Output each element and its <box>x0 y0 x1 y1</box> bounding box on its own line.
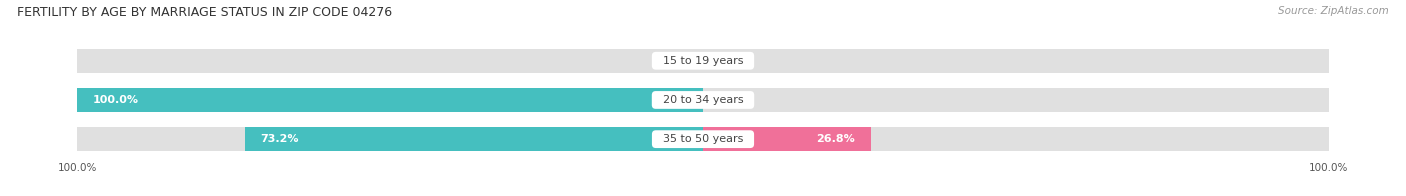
Bar <box>77 127 703 151</box>
Text: 0.0%: 0.0% <box>716 95 744 105</box>
Text: 35 to 50 years: 35 to 50 years <box>655 134 751 144</box>
Text: 15 to 19 years: 15 to 19 years <box>655 56 751 66</box>
Bar <box>703 88 1329 112</box>
Bar <box>77 49 703 73</box>
Text: 100.0%: 100.0% <box>93 95 139 105</box>
Text: 0.0%: 0.0% <box>662 56 690 66</box>
Bar <box>703 127 1329 151</box>
Bar <box>77 88 703 112</box>
Bar <box>245 127 703 151</box>
Text: 20 to 34 years: 20 to 34 years <box>655 95 751 105</box>
Text: 0.0%: 0.0% <box>716 56 744 66</box>
Bar <box>703 49 1329 73</box>
Bar <box>77 88 703 112</box>
Bar <box>703 127 870 151</box>
Text: FERTILITY BY AGE BY MARRIAGE STATUS IN ZIP CODE 04276: FERTILITY BY AGE BY MARRIAGE STATUS IN Z… <box>17 6 392 19</box>
Text: Source: ZipAtlas.com: Source: ZipAtlas.com <box>1278 6 1389 16</box>
Text: 26.8%: 26.8% <box>817 134 855 144</box>
Text: 73.2%: 73.2% <box>260 134 299 144</box>
